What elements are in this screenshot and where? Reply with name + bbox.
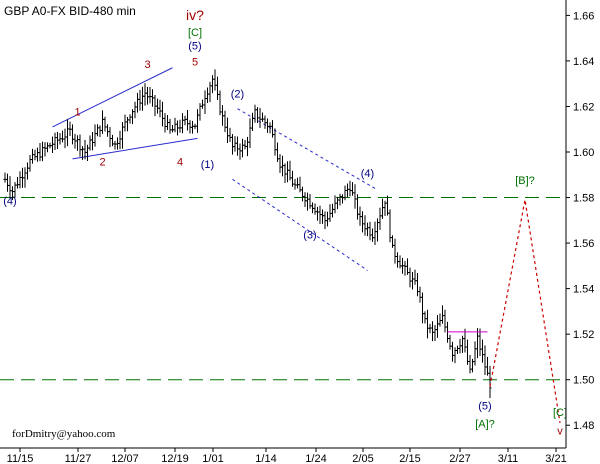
wave-label: [C] bbox=[553, 407, 567, 419]
wave-label: [C] bbox=[188, 27, 202, 39]
wave-label: (4) bbox=[3, 195, 16, 207]
y-tick-label: 1.58 bbox=[573, 193, 594, 205]
wave-label: iv? bbox=[186, 7, 204, 23]
y-tick-label: 1.60 bbox=[573, 147, 594, 159]
y-tick-label: 1.52 bbox=[573, 329, 594, 341]
wave-label: v bbox=[557, 425, 563, 437]
wave-label: (5) bbox=[478, 400, 491, 412]
x-tick-label: 11/15 bbox=[7, 453, 34, 464]
horizontal-levels bbox=[0, 197, 566, 381]
x-tick-label: 2/05 bbox=[352, 453, 373, 464]
wave-label: 4 bbox=[177, 157, 183, 169]
x-tick-label: 1/01 bbox=[202, 453, 223, 464]
wave-label: [A]? bbox=[475, 419, 495, 431]
y-tick-label: 1.50 bbox=[573, 375, 594, 387]
x-tick-label: 12/19 bbox=[161, 453, 189, 464]
x-tick-label: 3/21 bbox=[545, 453, 566, 464]
y-tick-label: 1.64 bbox=[573, 56, 594, 68]
x-tick-label: 1/14 bbox=[255, 453, 276, 464]
wave-label: 3 bbox=[144, 59, 150, 71]
wave-label: (2) bbox=[231, 88, 244, 100]
wave-label: 5 bbox=[192, 56, 198, 68]
x-tick-label: 3/11 bbox=[498, 453, 519, 464]
wave-label: (5) bbox=[188, 41, 201, 53]
y-tick-label: 1.62 bbox=[573, 101, 594, 113]
y-tick-label: 1.56 bbox=[573, 238, 594, 250]
credit-text: forDmitry@yahoo.com bbox=[12, 428, 116, 440]
wave-labels: 1 2 3 4 5 (5) [C] iv? (1) (2) (3) (4) (4) [B]? (5) [A]?… bbox=[3, 7, 567, 437]
x-tick-label: 11/27 bbox=[65, 453, 92, 464]
wave-label: (3) bbox=[303, 230, 316, 242]
chart-title: GBP A0-FX BID-480 min bbox=[4, 4, 136, 18]
x-tick-label: 12/07 bbox=[111, 453, 139, 464]
triangle-line bbox=[52, 67, 173, 128]
y-tick-label: 1.48 bbox=[573, 420, 594, 432]
wave-label: 1 bbox=[74, 107, 80, 119]
wave-label: 2 bbox=[99, 157, 105, 169]
x-tick-label: 1/24 bbox=[305, 453, 326, 464]
y-tick-label: 1.66 bbox=[573, 10, 594, 22]
ohlc-bars bbox=[3, 69, 492, 398]
wave-label: (1) bbox=[201, 159, 214, 171]
x-axis: 11/15 11/27 12/07 12/19 1/01 1/14 1/24 2/05 2/15… bbox=[0, 447, 567, 464]
wave-label: (4) bbox=[361, 168, 374, 180]
y-tick-label: 1.54 bbox=[573, 284, 594, 296]
y-axis: 1.66 1.64 1.62 1.60 1.58 1.56 1.54 1.52 1.50 1.48 bbox=[565, 0, 594, 448]
wave-label: [B]? bbox=[515, 175, 535, 187]
projection-lines bbox=[447, 199, 561, 424]
x-tick-label: 2/15 bbox=[399, 453, 420, 464]
triangle-line bbox=[72, 137, 198, 160]
x-tick-label: 2/27 bbox=[449, 453, 470, 464]
